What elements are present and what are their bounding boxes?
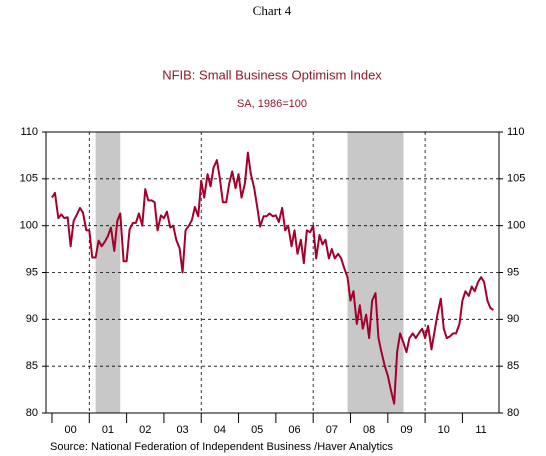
x-tick-label: 08: [363, 424, 375, 436]
y-tick-label: 110: [20, 126, 38, 138]
x-tick-label: 09: [400, 424, 412, 436]
y2-tick-label: 100: [507, 220, 525, 232]
y2-tick-label: 110: [507, 126, 525, 138]
x-tick-label: 05: [251, 424, 263, 436]
x-tick-label: 02: [139, 424, 151, 436]
source-note: Source: National Federation of Independe…: [50, 441, 394, 453]
index-line: [51, 151, 494, 405]
y2-tick-label: 85: [507, 360, 519, 372]
x-tick-label: 04: [214, 424, 226, 436]
y2-tick-label: 90: [507, 313, 519, 325]
x-tick-label: 01: [102, 424, 114, 436]
plot-frame: [45, 131, 500, 414]
x-tick-label: 03: [176, 424, 188, 436]
y2-tick-label: 80: [507, 407, 519, 419]
y2-tick-label: 95: [507, 266, 519, 278]
y-tick-label: 80: [26, 407, 38, 419]
x-tick-label: 11: [475, 424, 486, 436]
x-tick-label: 10: [438, 424, 450, 436]
chart-title: NFIB: Small Business Optimism Index: [162, 67, 382, 82]
y-tick-label: 100: [20, 220, 38, 232]
x-tick-label: 06: [288, 424, 300, 436]
y-tick-label: 95: [26, 266, 38, 278]
chart-header: Chart 4: [253, 3, 292, 18]
y2-tick-label: 105: [507, 173, 525, 185]
x-tick-label: 07: [326, 424, 338, 436]
y-tick-label: 85: [26, 360, 38, 372]
y-tick-label: 105: [20, 173, 38, 185]
x-tick-label: 00: [65, 424, 77, 436]
y-tick-label: 90: [26, 313, 38, 325]
chart-subtitle: SA, 1986=100: [237, 98, 307, 110]
